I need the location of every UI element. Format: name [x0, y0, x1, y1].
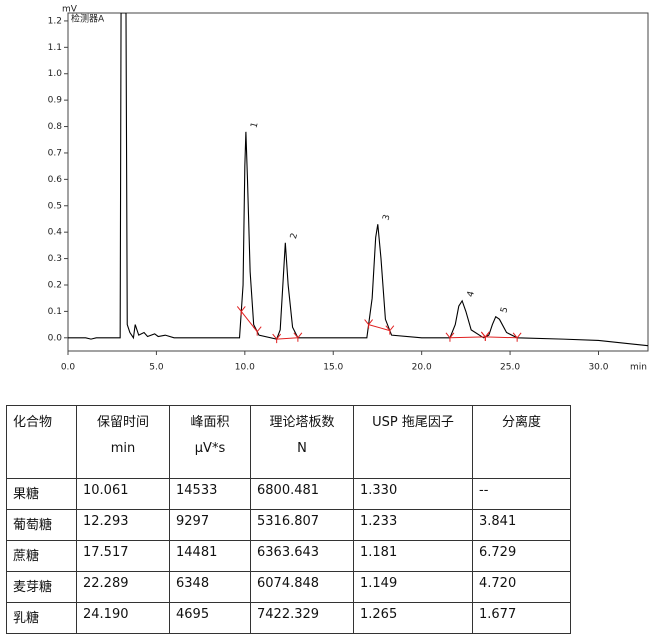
table-cell: 1.265 [353, 602, 473, 634]
table-cell: 17.517 [76, 540, 170, 572]
x-tick-label: 20.0 [412, 363, 432, 373]
results-table: 化合物 保留时间 min 峰面积 μV*s 理论塔板数 N USP 拖尾因子 分离度 果糖 10.… [6, 405, 571, 634]
peak-label: 3 [381, 214, 392, 222]
y-tick-label: 0.7 [48, 148, 62, 158]
integration-mark [293, 332, 303, 342]
y-tick-label: 0.6 [48, 175, 63, 185]
table-row: 蔗糖 17.517 14481 6363.643 1.181 6.729 [6, 540, 571, 572]
integration-mark [252, 326, 262, 336]
table-cell: 乳糖 [6, 602, 77, 634]
header-text: 化合物 [13, 415, 53, 430]
integration-baseline [449, 336, 486, 339]
header-text: 分离度 [501, 415, 541, 430]
y-tick-label: 0.1 [48, 307, 62, 317]
table-cell: 1.233 [353, 509, 473, 541]
peak-label: 2 [289, 232, 300, 240]
peak-label: 5 [499, 306, 510, 314]
integration-mark [272, 333, 282, 344]
header-text: USP 拖尾因子 [372, 415, 454, 430]
y-tick-label: 0.9 [48, 96, 63, 106]
header-cell: 理论塔板数 N [250, 405, 354, 479]
integration-mark [480, 331, 490, 341]
table-cell: 4.720 [472, 571, 571, 603]
x-tick-label: 30.0 [588, 363, 608, 373]
table-cell: 7422.329 [250, 602, 354, 634]
y-tick-label: 0.5 [48, 201, 62, 211]
table-cell: 6363.643 [250, 540, 354, 572]
x-tick-label: 15.0 [323, 363, 343, 373]
table-cell: -- [472, 478, 571, 510]
table-cell: 14481 [169, 540, 251, 572]
y-tick-label: 1.1 [48, 43, 62, 53]
integration-baseline [485, 336, 518, 339]
table-cell: 10.061 [76, 478, 170, 510]
trace [68, 13, 649, 347]
integration-baseline [368, 324, 390, 332]
table-cell: 1.330 [353, 478, 473, 510]
integration-mark [512, 332, 522, 342]
integration-mark [385, 325, 395, 335]
header-cell: 化合物 [6, 405, 77, 479]
table-cell: 果糖 [6, 478, 77, 510]
header-cell: 分离度 [472, 405, 571, 479]
table-row: 葡萄糖 12.293 9297 5316.807 1.233 3.841 [6, 509, 571, 541]
header-cell: 峰面积 μV*s [169, 405, 251, 479]
table-body: 果糖 10.061 14533 6800.481 1.330 -- 葡萄糖 12.293 929… [6, 478, 571, 634]
table-cell: 5316.807 [250, 509, 354, 541]
x-tick-label: 0.0 [61, 363, 76, 373]
table-cell: 24.190 [76, 602, 170, 634]
header-cell: USP 拖尾因子 [353, 405, 473, 479]
table-row: 麦芽糖 22.289 6348 6074.848 1.149 4.720 [6, 571, 571, 603]
chart: mV 检测器A min 0.0 0.1 0.2 0.3 0.4 0.5 0.6 0.7 0.8 0… [48, 5, 649, 373]
table-cell: 1.677 [472, 602, 571, 634]
detector-label: 检测器A [71, 13, 105, 25]
integration-mark [364, 319, 374, 329]
table-cell: 6074.848 [250, 571, 354, 603]
table-cell: 蔗糖 [6, 540, 77, 572]
table-cell: 14533 [169, 478, 251, 510]
table-cell: 6.729 [472, 540, 571, 572]
y-tick-label: 1.0 [48, 69, 63, 79]
table-cell: 3.841 [472, 509, 571, 541]
y-tick-label: 0.0 [48, 333, 63, 343]
x-unit: min [630, 363, 647, 373]
table-cell: 9297 [169, 509, 251, 541]
plot-area [68, 13, 649, 347]
y-tick-label: 1.2 [48, 16, 62, 26]
integration-mark [445, 332, 455, 342]
table-cell: 麦芽糖 [6, 571, 77, 603]
plot-frame [67, 12, 649, 352]
table-cell: 葡萄糖 [6, 509, 77, 541]
table-row: 果糖 10.061 14533 6800.481 1.330 -- [6, 478, 571, 510]
header-text: N [297, 441, 307, 456]
table-cell: 1.149 [353, 571, 473, 603]
integration-baseline [276, 337, 298, 340]
header-text: min [110, 441, 136, 456]
y-unit: mV [62, 5, 78, 15]
peak-label: 1 [250, 121, 261, 129]
x-tick-label: 25.0 [500, 363, 520, 373]
table-cell: 12.293 [76, 509, 170, 541]
header-cell: 保留时间 min [76, 405, 170, 479]
y-tick-label: 0.2 [48, 280, 62, 290]
y-tick-label: 0.3 [48, 254, 62, 264]
header-text: μV*s [194, 441, 226, 456]
x-tick-label: 5.0 [149, 363, 164, 373]
table-cell: 6348 [169, 571, 251, 603]
header-text: 保留时间 [96, 415, 149, 430]
y-tick-label: 0.8 [48, 122, 63, 132]
integration-mark [236, 306, 246, 316]
table-cell: 4695 [169, 602, 251, 634]
header-text: 峰面积 [190, 415, 230, 430]
y-tick-label: 0.4 [48, 228, 63, 238]
table-header: 化合物 保留时间 min 峰面积 μV*s 理论塔板数 N USP 拖尾因子 分离度 [6, 405, 571, 479]
table-cell: 1.181 [353, 540, 473, 572]
table-cell: 6800.481 [250, 478, 354, 510]
x-tick-label: 10.0 [235, 363, 255, 373]
table-row: 乳糖 24.190 4695 7422.329 1.265 1.677 [6, 602, 571, 634]
table-cell: 22.289 [76, 571, 170, 603]
header-text: 理论塔板数 [269, 415, 335, 430]
peak-label: 4 [466, 290, 477, 298]
